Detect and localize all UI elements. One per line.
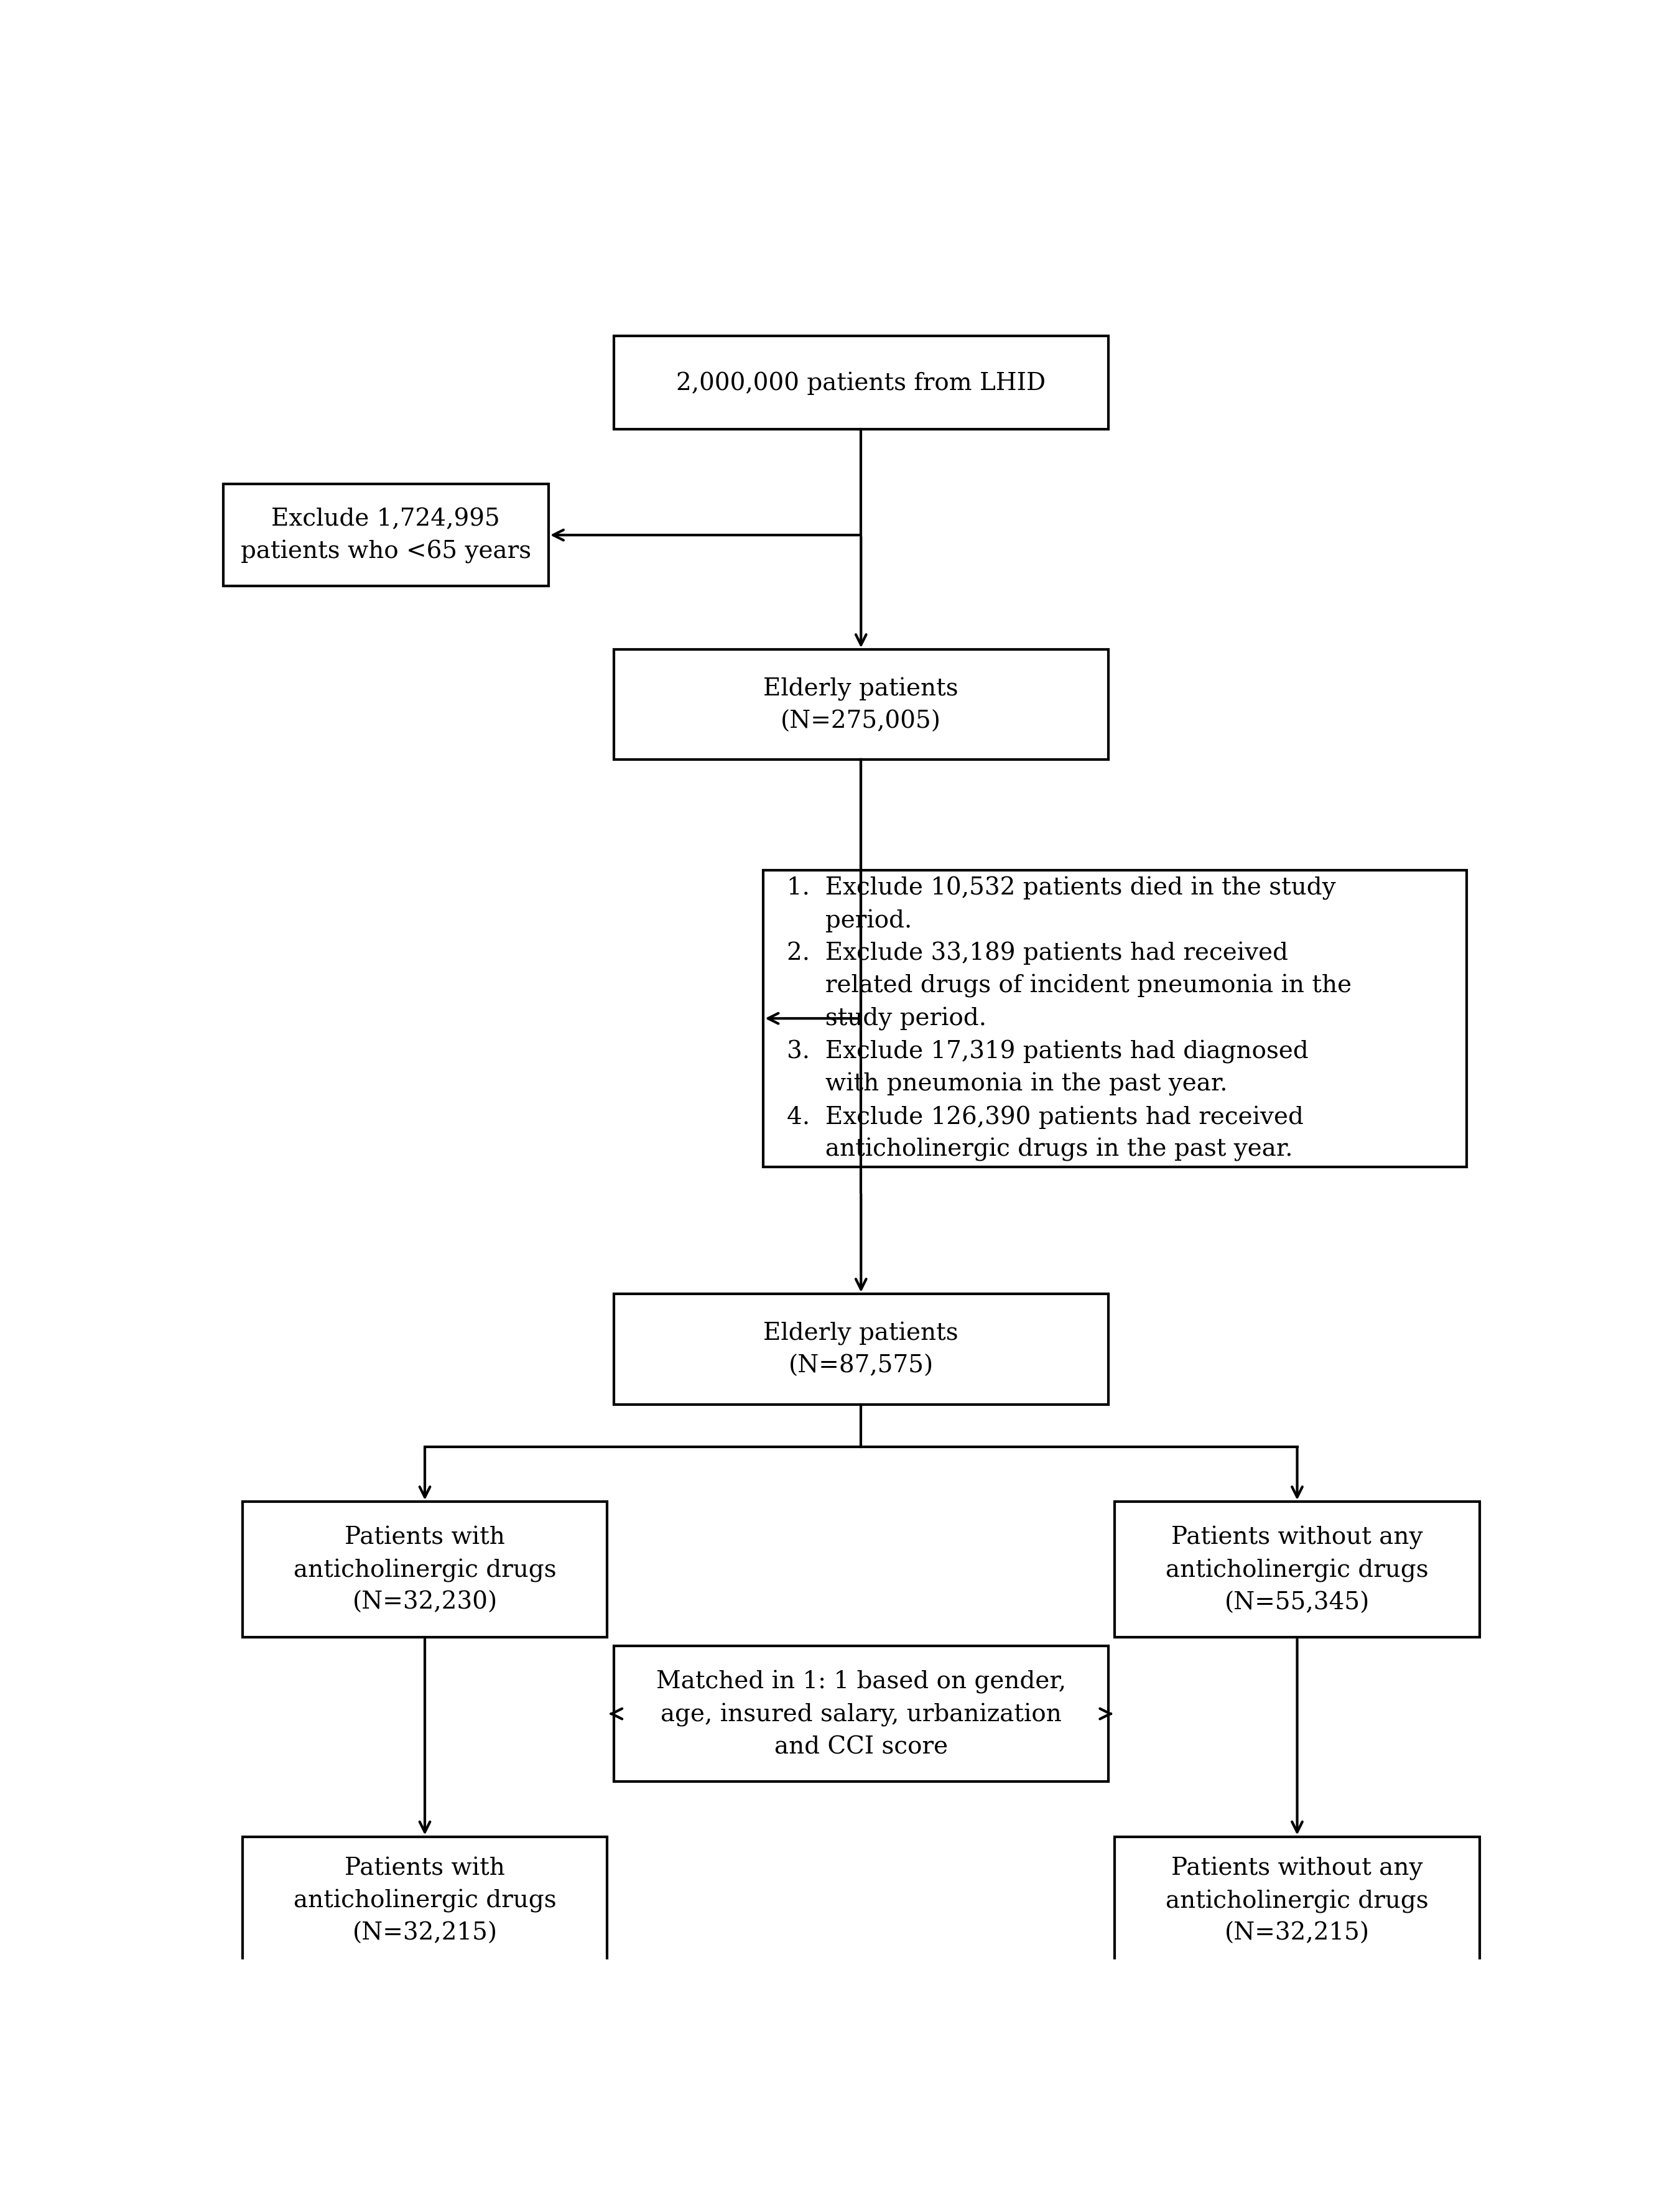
Bar <box>1116 1836 1480 1964</box>
Bar <box>613 650 1109 760</box>
Bar <box>763 870 1467 1167</box>
Bar <box>613 1295 1109 1405</box>
Text: Matched in 1: 1 based on gender,
age, insured salary, urbanization
and CCI score: Matched in 1: 1 based on gender, age, in… <box>655 1669 1067 1757</box>
Text: Patients without any
anticholinergic drugs
(N=32,215): Patients without any anticholinergic dru… <box>1166 1856 1428 1944</box>
Bar <box>242 1502 606 1638</box>
Text: Elderly patients
(N=87,575): Elderly patients (N=87,575) <box>763 1321 959 1376</box>
Text: Patients with
anticholinergic drugs
(N=32,215): Patients with anticholinergic drugs (N=3… <box>294 1856 556 1944</box>
Text: 1.  Exclude 10,532 patients died in the study
     period.
2.  Exclude 33,189 pa: 1. Exclude 10,532 patients died in the s… <box>786 876 1352 1160</box>
Bar <box>613 1647 1109 1781</box>
Text: Elderly patients
(N=275,005): Elderly patients (N=275,005) <box>763 678 959 733</box>
Bar <box>613 337 1109 429</box>
Text: 2,000,000 patients from LHID: 2,000,000 patients from LHID <box>677 372 1045 394</box>
Text: Patients without any
anticholinergic drugs
(N=55,345): Patients without any anticholinergic dru… <box>1166 1526 1428 1614</box>
Bar <box>223 484 549 586</box>
Bar <box>242 1836 606 1964</box>
Bar <box>1116 1502 1480 1638</box>
Text: Patients with
anticholinergic drugs
(N=32,230): Patients with anticholinergic drugs (N=3… <box>294 1526 556 1614</box>
Text: Exclude 1,724,995
patients who <65 years: Exclude 1,724,995 patients who <65 years <box>240 509 531 564</box>
